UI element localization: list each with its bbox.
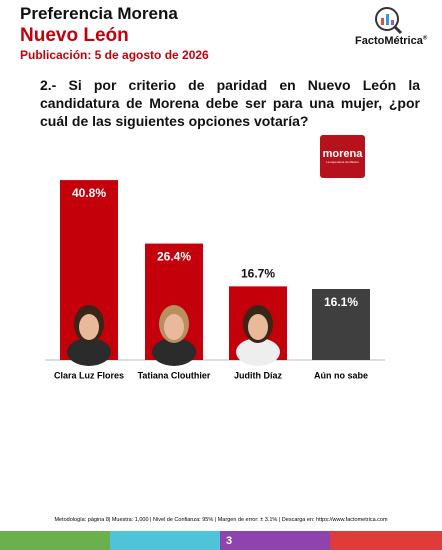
date: Publicación: 5 de agosto de 2026 (20, 48, 209, 62)
value-label: 40.8% (72, 186, 106, 200)
photo-body (236, 338, 280, 366)
title: Preferencia Morena (20, 4, 178, 23)
page-number: 3 (226, 535, 232, 547)
photo-body (152, 338, 196, 366)
photo-body (67, 338, 111, 366)
photo-face (79, 314, 99, 340)
footer: Metodología: página 8| Muestra: 1,000 | … (54, 517, 388, 523)
brand-name: FactoMétrica (355, 35, 423, 47)
x-tick-label: Aún no sabe (314, 370, 368, 380)
brand-icon (375, 7, 403, 35)
value-label: 16.1% (324, 295, 358, 309)
photo-face (164, 314, 184, 340)
photo (152, 305, 196, 366)
brand: FactoMétrica® (355, 35, 427, 47)
x-tick-label: Tatiana Clouthier (138, 370, 211, 380)
party-logo: morena La esperanza de México (320, 135, 365, 178)
x-tick-label: Judith Díaz (234, 370, 283, 380)
value-label: 16.7% (241, 267, 275, 281)
brand-mark: ® (422, 35, 428, 42)
party-slogan: La esperanza de México (326, 160, 359, 164)
strip (110, 531, 220, 550)
x-tick-label: Clara Luz Flores (54, 370, 124, 380)
party-name: morena (322, 148, 363, 160)
strip (220, 531, 330, 550)
photo-face (248, 314, 268, 340)
photo (67, 305, 111, 366)
strip (330, 531, 442, 550)
value-label: 26.4% (157, 250, 191, 264)
bar (312, 288, 370, 360)
strip (0, 531, 110, 550)
photo (236, 305, 280, 366)
state: Nuevo León (20, 25, 129, 46)
question: 2.- Si por criterio de paridad en Nuevo … (40, 77, 420, 129)
